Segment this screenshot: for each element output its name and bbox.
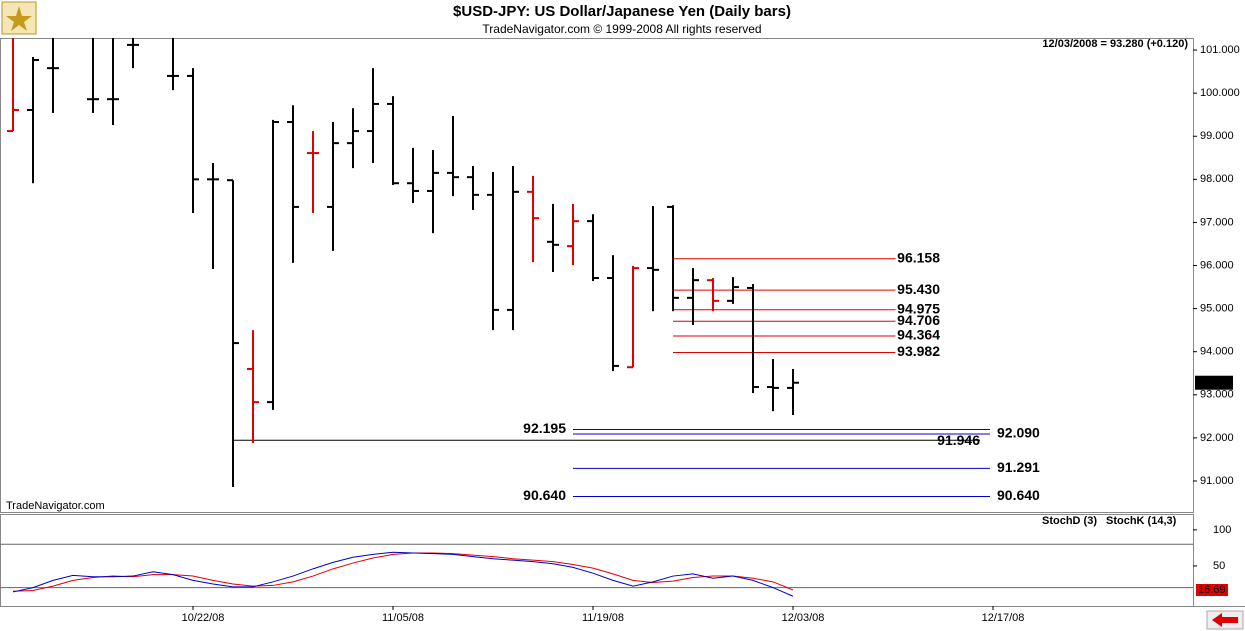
stoch-y-tick-label: 50 [1213, 560, 1225, 572]
y-tick-label: 92.000 [1200, 432, 1234, 444]
level-label: 90.640 [997, 487, 1040, 503]
last-price-box [1195, 375, 1233, 390]
y-tick-label: 91.000 [1200, 475, 1234, 487]
stoch-line [12, 552, 794, 592]
level-label: 91.291 [997, 459, 1040, 475]
y-tick-label: 93.000 [1200, 389, 1234, 401]
x-tick-label: 11/19/08 [582, 612, 624, 624]
chart-subtitle: TradeNavigator.com © 1999-2008 All right… [482, 22, 761, 36]
level-label: 96.158 [897, 249, 940, 265]
y-tick-label: 97.000 [1200, 216, 1234, 228]
x-tick-label: 10/22/08 [182, 612, 225, 624]
y-tick-label: 98.000 [1200, 173, 1234, 185]
price-panel-frame [0, 38, 1194, 513]
legend-entry: StochD (3) [1042, 515, 1097, 527]
header-quote: 12/03/2008 = 93.280 (+0.120) [1042, 38, 1188, 50]
nav-arrow[interactable] [1206, 610, 1244, 630]
level-label: 91.946 [937, 432, 980, 448]
logo [1, 1, 37, 35]
level-label: 94.975 [897, 300, 940, 316]
level-label: 93.982 [897, 343, 940, 359]
x-tick-label: 12/03/08 [782, 612, 825, 624]
legend-entry: StochK (14,3) [1106, 515, 1177, 527]
stoch-line [12, 551, 794, 597]
stoch-value-box [1196, 583, 1228, 596]
chart-title: $USD-JPY: US Dollar/Japanese Yen (Daily … [453, 3, 791, 20]
level-label: 90.640 [523, 487, 566, 503]
level-label: 94.706 [897, 312, 940, 328]
x-tick-label: 11/05/08 [382, 612, 424, 624]
x-tick-label: 12/17/08 [982, 612, 1025, 624]
level-label: 92.195 [523, 420, 566, 436]
watermark: TradeNavigator.com [6, 500, 105, 512]
y-tick-label: 101.000 [1200, 44, 1240, 56]
y-tick-label: 96.000 [1200, 259, 1234, 271]
y-tick-label: 99.000 [1200, 130, 1234, 142]
level-label: 92.090 [997, 425, 1040, 441]
level-label: 94.364 [897, 327, 940, 343]
stoch-y-tick-label: 100 [1213, 524, 1231, 536]
last-price-label: 93.280 [1197, 377, 1231, 389]
y-tick-label: 100.000 [1200, 87, 1240, 99]
y-tick-label: 94.000 [1200, 346, 1234, 358]
level-label: 95.430 [897, 281, 940, 297]
y-tick-label: 95.000 [1200, 303, 1234, 315]
stoch-value-label: 16.69 [1198, 584, 1226, 596]
